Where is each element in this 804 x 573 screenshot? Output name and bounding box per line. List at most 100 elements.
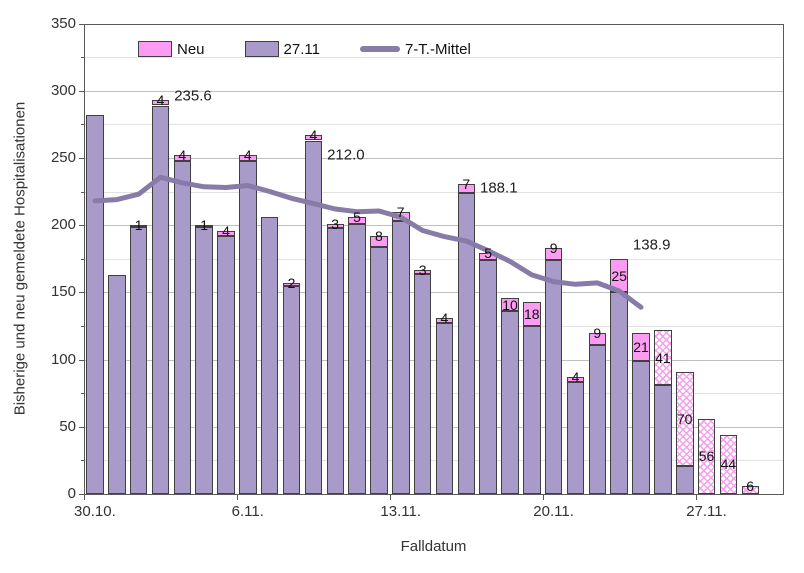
y-tick-label: 50 (59, 417, 76, 435)
x-tick-label: 30.10. (74, 503, 116, 520)
bar-base-segment (610, 292, 628, 494)
bar-base-segment (501, 311, 519, 494)
legend-pink-swatch (138, 41, 172, 57)
y-axis-title: Bisherige und neu gemeldete Hospitalisat… (11, 101, 29, 416)
gridline-major (84, 90, 783, 92)
gridline-minor (84, 393, 783, 395)
y-tick-label: 0 (67, 485, 76, 502)
y-tick-label: 300 (50, 81, 76, 99)
bar-value-label: 5 (353, 209, 361, 226)
y-tick (79, 157, 84, 159)
bar-base-segment (217, 235, 235, 494)
gridline-minor (84, 57, 783, 59)
gridline-minor (84, 326, 783, 327)
y-tick (79, 23, 84, 25)
y-tick (79, 494, 84, 495)
bar-value-label: 7 (462, 175, 471, 192)
bar-value-label: 56 (698, 448, 715, 465)
bar-base-segment (173, 160, 192, 494)
bar-value-label: 10 (502, 296, 518, 313)
legend-line-swatch (359, 46, 400, 52)
bar-base-segment (129, 226, 148, 494)
bar-base-segment (632, 360, 650, 494)
bar-value-label: 1 (200, 217, 208, 234)
y-tick (81, 258, 84, 260)
x-tick (389, 494, 391, 500)
bar-base-segment (282, 285, 301, 494)
bar-value-label: 8 (374, 227, 383, 244)
bar-new-segment (304, 135, 323, 141)
bar-base-segment (348, 223, 366, 494)
bar-new-segment (632, 332, 650, 361)
gridline-major (84, 359, 783, 361)
bar-value-label: 3 (418, 261, 427, 278)
bar-value-label: 5 (484, 245, 492, 262)
bar-new-segment (239, 155, 257, 161)
y-tick (81, 326, 84, 327)
bar-base-segment (523, 326, 541, 494)
bar-value-label: 21 (633, 338, 649, 355)
bar-value-label: 70 (676, 410, 693, 427)
y-tick (81, 124, 84, 126)
bar-new-segment (741, 485, 759, 494)
bar-base-segment (479, 260, 497, 494)
y-tick-label: 350 (50, 14, 76, 32)
bar-base-segment (676, 465, 694, 494)
legend-item-7-t-mittel: 7-T.-Mittel (359, 40, 471, 58)
legend: Neu 27.11 7-T.-Mittel (138, 39, 471, 59)
y-axis-line (84, 23, 85, 494)
bar-value-label: 4 (440, 309, 449, 326)
legend-label: 27.11 (283, 40, 320, 58)
x-tick-label: 20.11. (533, 503, 574, 520)
bar-new-segment (173, 155, 192, 161)
x-axis-line (84, 494, 784, 495)
y-tick (79, 426, 84, 428)
line-value-annotation: 212.0 (327, 146, 365, 164)
x-tick (695, 494, 697, 500)
legend-purple-swatch (244, 41, 279, 57)
bar-value-label: 3 (331, 215, 340, 232)
y-tick-label: 100 (50, 350, 76, 368)
line-value-annotation: 138.9 (632, 236, 671, 254)
y-tick (79, 292, 84, 294)
bar-base-segment (588, 344, 607, 494)
bar-base-segment (108, 274, 126, 494)
bar-base-segment (435, 323, 454, 494)
bar-value-label: 7 (396, 203, 405, 220)
bar-base-segment (544, 260, 563, 494)
gridline-minor (84, 124, 783, 126)
gridline-major (84, 23, 783, 25)
gridline-minor (84, 460, 783, 462)
y-tick (81, 460, 84, 462)
bar-new-segment (435, 317, 454, 324)
bar-value-label: 4 (243, 147, 252, 164)
line-value-annotation: 235.6 (174, 87, 212, 105)
bar-base-segment (195, 226, 213, 494)
legend-item-neu: Neu (138, 41, 205, 58)
bar-value-label: 4 (571, 369, 580, 385)
bar-value-label: 41 (655, 349, 671, 366)
y-tick-label: 150 (50, 283, 76, 301)
bar-value-label: 25 (611, 267, 627, 284)
bar-base-segment (392, 221, 410, 494)
bar-new-segment (719, 434, 738, 494)
bar-value-label: 4 (309, 127, 318, 144)
bar-new-segment (151, 100, 170, 106)
bar-base-segment (566, 382, 585, 494)
legend-label: 7-T.-Mittel (404, 40, 471, 58)
y-tick (79, 90, 84, 92)
bar-value-label: 1 (134, 217, 143, 234)
legend-label: Neu (177, 40, 205, 58)
y-tick-label: 200 (50, 216, 76, 234)
bar-base-segment (326, 227, 344, 494)
y-tick-label: 250 (50, 148, 76, 166)
y-tick (81, 191, 84, 193)
bar-value-label: 6 (746, 477, 755, 494)
legend-item-27-11: 27.11 (244, 40, 320, 58)
bar-base-segment (239, 160, 257, 494)
bar-base-segment (654, 385, 672, 494)
x-axis-title: Falldatum (400, 538, 467, 555)
x-tick-label: 13.11. (380, 503, 421, 520)
bar-base-segment (370, 246, 388, 494)
